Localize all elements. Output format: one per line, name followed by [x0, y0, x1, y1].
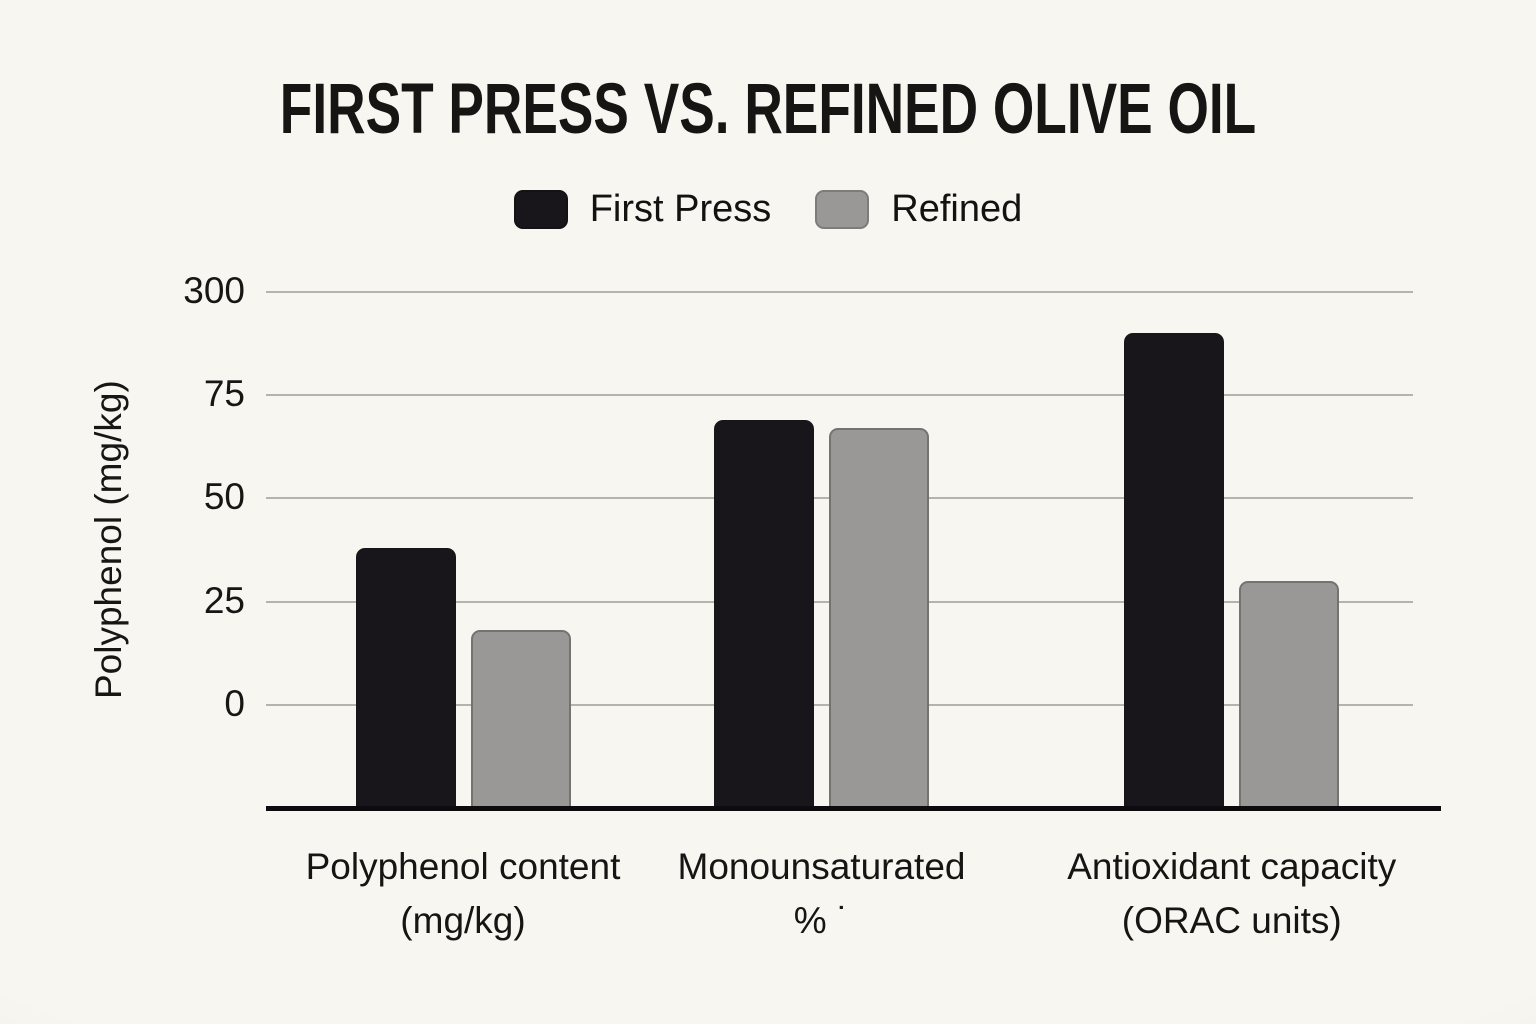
chart-legend: First Press Refined [0, 188, 1536, 231]
y-tick-label-0: 0 [224, 682, 245, 724]
y-tick-label-300: 300 [183, 270, 245, 312]
legend-label-refined: Refined [891, 188, 1023, 230]
bar-first-press-0 [355, 547, 456, 808]
gridline-75 [266, 394, 1413, 397]
y-tick-label-50: 50 [203, 476, 245, 518]
legend-item-first-press: First Press [513, 188, 772, 231]
bar-first-press-1 [714, 419, 814, 808]
legend-swatch-refined [815, 190, 870, 229]
x-axis-label-1: Monounsaturated % ˙ [677, 846, 966, 941]
y-tick-label-25: 25 [203, 579, 245, 621]
x-axis-label-0: Polyphenol content (mg/kg) [305, 846, 621, 941]
x-axis-label-2: Antioxidant capacity (ORAC units) [1067, 846, 1397, 941]
bar-refined-2 [1239, 580, 1340, 808]
legend-item-refined: Refined [815, 188, 1022, 231]
bar-refined-0 [470, 630, 571, 808]
legend-swatch-first-press [513, 190, 568, 229]
gridline-300 [266, 291, 1413, 293]
chart-title: FIRST PRESS VS. REFINED OLIVE OIL [279, 70, 1257, 149]
bar-first-press-2 [1124, 333, 1225, 808]
bar-refined-1 [829, 428, 929, 808]
y-tick-label-75: 75 [203, 373, 245, 415]
legend-label-first-press: First Press [589, 188, 772, 230]
x-axis-line [266, 806, 1441, 811]
